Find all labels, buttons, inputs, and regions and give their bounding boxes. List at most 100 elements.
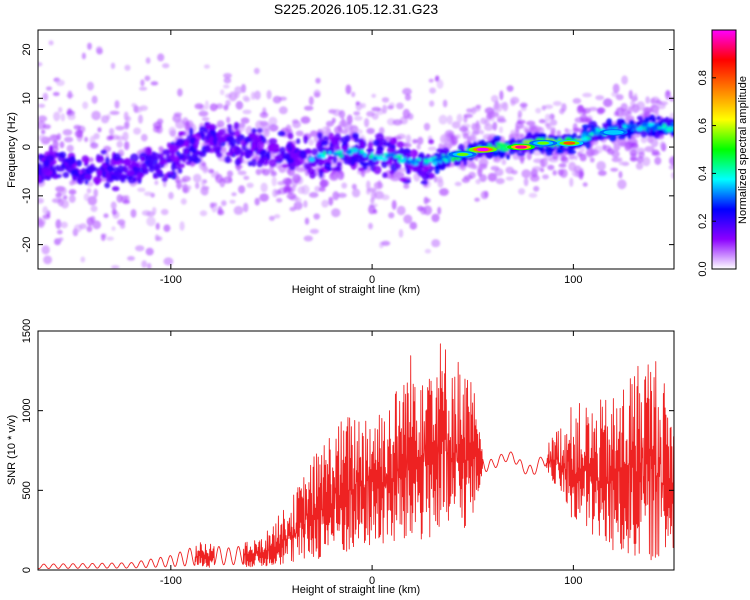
spectrogram-blob — [56, 229, 63, 235]
spectrogram-blob — [582, 182, 588, 187]
spectrogram-blob — [185, 121, 190, 132]
spectrogram-blob — [143, 167, 149, 175]
spectrogram-blob — [278, 106, 288, 115]
spectrogram-blob — [396, 133, 406, 140]
spectrogram-blob — [552, 101, 562, 106]
spectrogram-blob — [475, 104, 482, 109]
spectrogram-blob — [328, 151, 332, 155]
spectrogram-blob — [462, 132, 469, 140]
spectrogram-blob — [434, 157, 443, 162]
spectrogram-blob — [670, 171, 674, 179]
spectrogram-blob — [662, 143, 667, 152]
spectrogram-blob — [433, 176, 438, 183]
spectrogram-blob — [295, 130, 304, 137]
spectrogram-blob — [621, 75, 628, 85]
spectrogram-blob — [486, 113, 493, 121]
spectrogram-blob — [456, 133, 462, 139]
spectrogram-blob — [410, 160, 416, 166]
spectrogram-blob — [116, 135, 125, 141]
spectrogram-blob — [537, 127, 545, 134]
spectrogram-blob — [238, 185, 246, 194]
spectrogram-blob — [417, 171, 427, 178]
spectrogram-blob — [655, 99, 662, 105]
spectrogram-blob — [91, 95, 98, 104]
spectrogram-blob — [112, 153, 121, 162]
spectrogram-blob — [454, 159, 459, 167]
spectrogram-blob — [564, 127, 569, 134]
spectrogram-blob — [303, 162, 311, 170]
spectrogram-blob — [177, 153, 184, 160]
spectrogram-blob — [204, 144, 211, 153]
spectrogram-blob — [390, 176, 401, 182]
spectrogram-blob — [86, 188, 92, 194]
spectrogram-blob — [225, 136, 234, 143]
spectrogram-blob — [640, 136, 648, 144]
snr-y-axis-label: SNR (10 * v/v) — [6, 415, 18, 485]
spectrogram-blob — [223, 73, 232, 79]
spectrogram-blob — [268, 138, 278, 145]
spectrogram-blob — [412, 139, 418, 144]
spectrogram-blob — [475, 179, 481, 185]
spectrogram-blob — [253, 67, 260, 75]
spectrogram-blob — [195, 182, 200, 189]
spectrogram-blob — [544, 113, 551, 122]
spectrogram-blob — [254, 197, 260, 206]
spectrogram-blob — [327, 166, 332, 172]
spectrogram-blob — [321, 126, 331, 135]
spectrogram-blob — [97, 127, 102, 133]
spectrogram-blob — [387, 105, 394, 110]
spectrogram-blob — [303, 135, 309, 144]
spectrogram-blob — [55, 219, 62, 229]
spectrogram-blob — [516, 119, 526, 125]
spectrogram-blob — [153, 164, 160, 172]
spectrogram-blob — [156, 169, 163, 175]
snr-panel: -100 0 100 0 500 1000 1500 Height of straight… — [6, 319, 675, 596]
spectrogram-blob — [662, 123, 667, 129]
spectrogram-y-tick-label: -20 — [21, 237, 33, 253]
spectrogram-blob — [353, 138, 361, 143]
spectrogram-blob — [619, 111, 626, 119]
spectrogram-blob — [615, 94, 624, 101]
spectrogram-blob — [351, 132, 359, 139]
spectrogram-blob — [333, 172, 341, 178]
spectrogram-blob — [538, 119, 547, 124]
spectrogram-blob — [144, 75, 151, 82]
spectrogram-blob — [126, 169, 135, 177]
spectrogram-blob — [434, 166, 440, 175]
spectrogram-blob — [526, 120, 536, 126]
spectrogram-x-tick-label: -100 — [160, 274, 182, 286]
spectrogram-blob — [318, 187, 326, 192]
spectrogram-y-ticks: -20 -10 0 10 20 — [21, 43, 674, 253]
spectrogram-blob — [666, 127, 671, 132]
spectrogram-blob — [91, 110, 101, 121]
spectrogram-blob — [216, 103, 224, 109]
spectrogram-blob — [228, 176, 233, 183]
spectrogram-blob — [505, 153, 510, 160]
spectrogram-blob — [117, 275, 123, 282]
spectrogram-blob — [41, 167, 50, 174]
spectrogram-blob — [209, 103, 218, 112]
spectrogram-blob — [291, 176, 299, 182]
spectrogram-blob — [266, 90, 272, 100]
spectrogram-blob — [76, 176, 84, 185]
spectrogram-blob — [475, 126, 480, 135]
spectrogram-blob — [558, 163, 567, 168]
spectrogram-blob — [104, 182, 111, 189]
spectrogram-blob — [254, 90, 261, 100]
spectrogram-blob — [531, 166, 542, 172]
snr-x-ticks: -100 0 100 — [160, 331, 583, 587]
colorbar-tick-label: 0.4 — [697, 166, 709, 181]
spectrogram-blob — [42, 92, 49, 101]
spectrogram-blob — [417, 205, 424, 212]
spectrogram-blob — [505, 166, 514, 174]
spectrogram-blob — [519, 102, 528, 108]
spectrogram-blob — [627, 106, 633, 115]
spectrogram-blob — [95, 46, 103, 54]
spectrogram-blob — [140, 79, 145, 87]
spectrogram-blob — [479, 130, 484, 135]
spectrogram-blob — [67, 113, 76, 121]
spectrogram-blob — [429, 87, 436, 94]
spectrogram-x-ticks: -100 0 100 — [160, 30, 583, 286]
spectrogram-x-tick-label: 100 — [564, 274, 582, 286]
spectrogram-blob — [221, 200, 227, 207]
